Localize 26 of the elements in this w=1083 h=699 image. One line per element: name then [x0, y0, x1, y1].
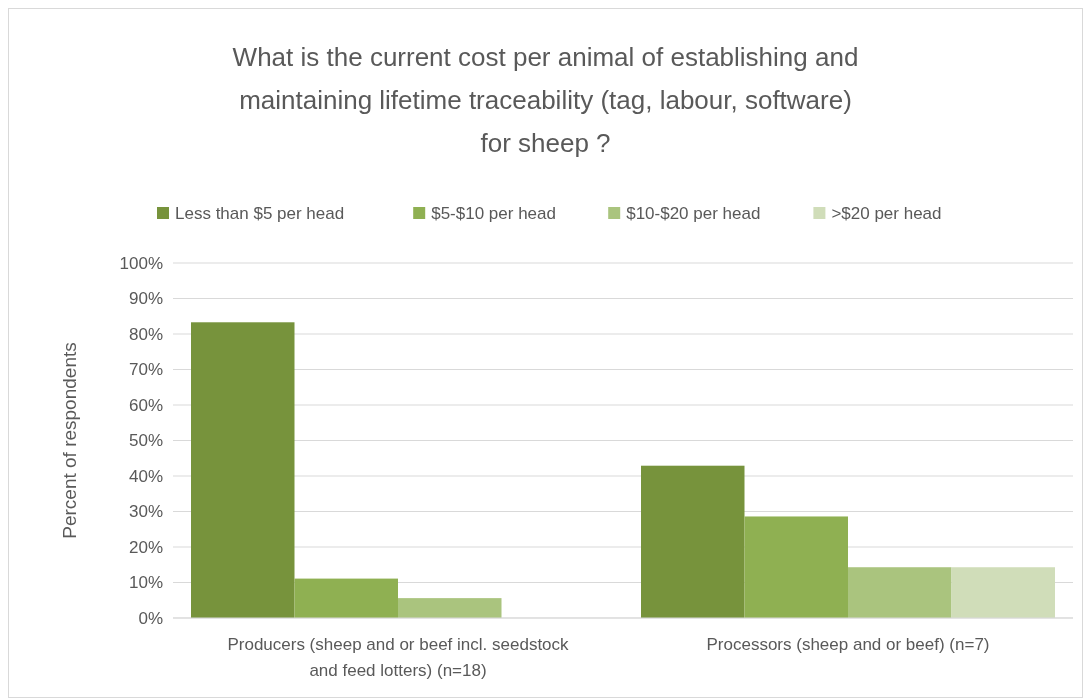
bar — [848, 567, 952, 618]
y-tick-label: 40% — [128, 466, 163, 486]
legend-label: Less than $5 per head — [175, 203, 345, 223]
y-tick-label: 90% — [128, 289, 163, 309]
bar — [294, 578, 398, 618]
bar — [641, 465, 745, 618]
y-tick-label: 100% — [119, 253, 163, 273]
y-tick-label: 0% — [138, 608, 163, 628]
legend-label: >$20 per head — [831, 203, 942, 223]
legend-label: $5-$10 per head — [431, 203, 556, 223]
bar — [744, 516, 848, 618]
legend-label: $10-$20 per head — [626, 203, 761, 223]
y-tick-label: 60% — [128, 395, 163, 415]
y-tick-label: 20% — [128, 537, 163, 557]
y-tick-label: 10% — [128, 573, 163, 593]
chart-title: What is the current cost per animal of establishing and maintaining lifetime traceability (tag, labour, software) for sheep ? — [232, 42, 859, 158]
x-tick-label: Processors (sheep and or beef) (n=7) — [706, 635, 990, 654]
y-axis-title: Percent of respondents — [59, 342, 80, 539]
x-tick-label: Producers (sheep and or beef incl. seedstock and feed lotters) (n=18) — [227, 635, 570, 680]
y-tick-label: 70% — [128, 360, 163, 380]
y-tick-label: 80% — [128, 324, 163, 344]
y-tick-label: 50% — [128, 431, 163, 451]
bar — [398, 598, 502, 618]
bar — [191, 322, 295, 618]
bar — [951, 567, 1055, 618]
y-tick-label: 30% — [128, 502, 163, 522]
